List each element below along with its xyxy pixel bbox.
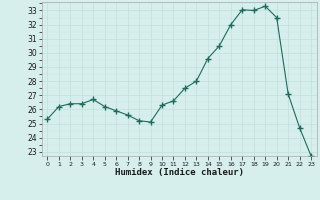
X-axis label: Humidex (Indice chaleur): Humidex (Indice chaleur) bbox=[115, 168, 244, 177]
